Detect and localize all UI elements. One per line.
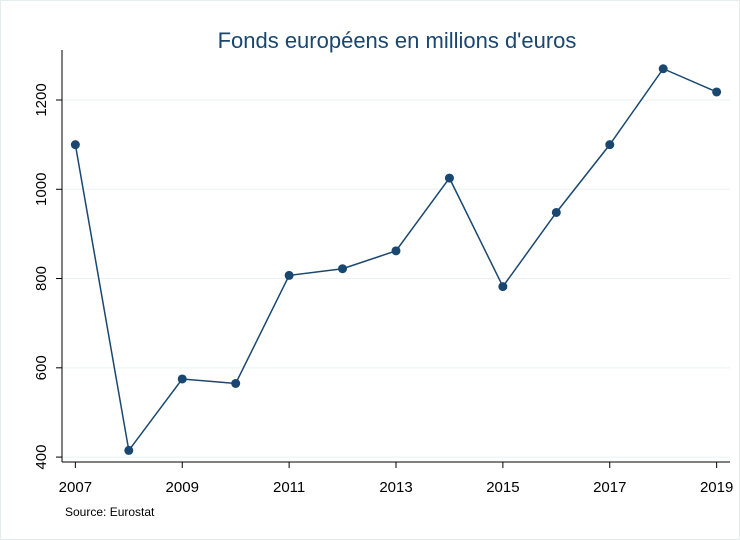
y-tick-label: 600 (33, 355, 50, 380)
data-point (284, 270, 294, 280)
data-point (498, 282, 508, 292)
chart-title: Fonds européens en millions d'euros (218, 28, 577, 53)
source-note: Source: Eurostat (65, 505, 155, 519)
data-point (391, 246, 401, 256)
data-point (177, 374, 187, 384)
y-tick-label: 1200 (33, 83, 50, 116)
y-tick-label: 800 (33, 266, 50, 291)
x-tick-label: 2007 (59, 479, 92, 496)
x-tick-label: 2015 (486, 479, 519, 496)
data-point (444, 173, 454, 183)
data-point (605, 140, 615, 150)
data-point (338, 264, 348, 274)
x-tick-label: 2019 (700, 479, 733, 496)
data-point (551, 207, 561, 217)
y-tick-label: 400 (33, 445, 50, 470)
x-tick-label: 2009 (166, 479, 199, 496)
data-point (70, 140, 80, 150)
data-point (124, 445, 134, 455)
y-tick-label: 1000 (33, 173, 50, 206)
x-tick-label: 2011 (273, 479, 305, 496)
x-tick-label: 2013 (379, 479, 412, 496)
data-point (712, 87, 722, 97)
data-point (658, 64, 668, 74)
data-point (231, 378, 241, 388)
x-tick-label: 2017 (593, 479, 626, 496)
